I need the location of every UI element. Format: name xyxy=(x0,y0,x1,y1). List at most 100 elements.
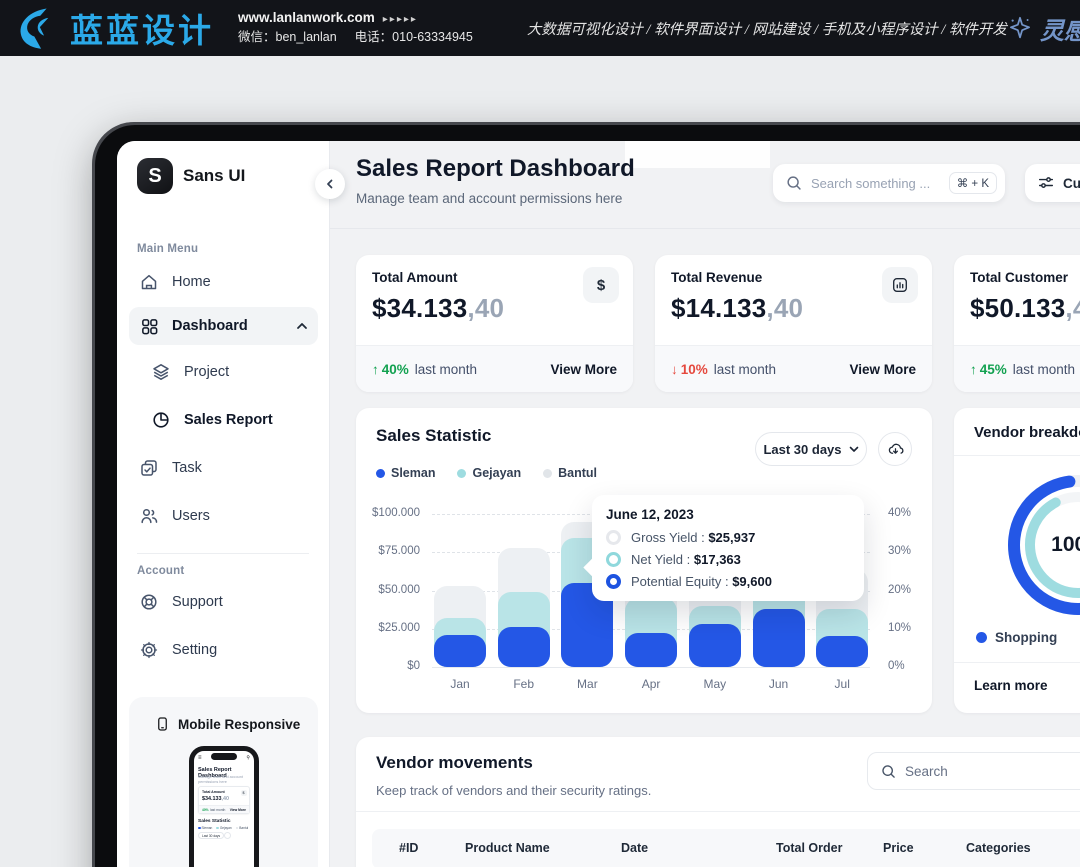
view-more-link[interactable]: View More xyxy=(849,361,916,377)
chevron-down-icon xyxy=(849,446,858,452)
chart-bar xyxy=(434,634,486,667)
column-header-product-name: Product Name xyxy=(465,841,550,855)
sidebar-item-dashboard[interactable]: Dashboard xyxy=(129,307,318,345)
app-brand: S Sans UI xyxy=(137,158,245,194)
sidebar-collapse-button[interactable] xyxy=(315,169,345,199)
customize-button[interactable]: Customize xyxy=(1025,164,1080,202)
phone-mockup: ≡ ⚲ Sales Report Dashboard Manage team an… xyxy=(189,746,259,867)
column-header-categories: Categories xyxy=(966,841,1031,855)
stat-label: Total Customer xyxy=(970,270,1069,285)
sidebar: S Sans UI Main Menu Home Dashboard Proje… xyxy=(117,141,330,867)
tooltip-date: June 12, 2023 xyxy=(606,507,694,522)
table-search-input[interactable] xyxy=(905,763,1080,779)
phone-icon xyxy=(158,717,167,731)
donut-center-value: 100% xyxy=(1051,533,1080,556)
sidebar-item-label: Users xyxy=(172,508,210,524)
sidebar-item-users[interactable]: Users xyxy=(129,497,318,535)
page-title: Sales Report Dashboard xyxy=(356,155,635,182)
mini-stat-card: Total Amount $ $34.133,40 40% last month… xyxy=(198,786,250,814)
legend-dot xyxy=(376,468,385,478)
phone-notch xyxy=(211,753,237,760)
range-label: Last 30 days xyxy=(763,441,842,457)
x-axis-label: Jul xyxy=(834,677,850,691)
home-icon xyxy=(139,272,159,292)
y-axis-tick-right: 40% xyxy=(888,507,912,519)
chart-tooltip: June 12, 2023 Gross Yield : $25,937 Net … xyxy=(592,495,864,601)
y-axis-tick-right: 30% xyxy=(888,545,912,558)
mini-trend: 40% xyxy=(202,807,209,812)
legend-item-shopping: Shopping xyxy=(976,630,1057,645)
sidebar-item-label: Support xyxy=(172,594,223,610)
global-search[interactable]: ⌘ + K xyxy=(773,164,1005,202)
stat-label: Total Amount xyxy=(372,270,458,285)
pie-chart-icon xyxy=(151,410,171,430)
customize-label: Customize xyxy=(1063,175,1080,191)
stat-card-total-amount: Total Amount $ $34.133,40 ↑ 40% last mont… xyxy=(356,255,633,392)
download-chart-button[interactable] xyxy=(878,432,912,466)
chart-bar xyxy=(816,636,869,667)
divider xyxy=(954,455,1080,456)
date-range-dropdown[interactable]: Last 30 days xyxy=(755,432,867,466)
axis-baseline xyxy=(432,667,870,668)
legend-dot xyxy=(457,468,467,478)
arrows-decoration: ▸▸▸▸▸ xyxy=(382,14,418,26)
mini-range-pill: Last 30 days xyxy=(198,832,225,839)
sidebar-item-project[interactable]: Project xyxy=(129,353,318,391)
mini-download-button xyxy=(224,832,231,839)
y-axis-tick-left: $75.000 xyxy=(378,545,420,558)
bar-chart-icon xyxy=(882,267,918,303)
main-menu-label: Main Menu xyxy=(137,243,199,255)
layers-icon xyxy=(151,362,171,382)
legend-item-bantul[interactable]: Bantul xyxy=(543,466,597,480)
donut-chart xyxy=(998,465,1080,625)
sidebar-item-label: Sales Report xyxy=(184,412,273,428)
search-icon xyxy=(882,764,895,778)
sans-ui-logo-icon: S xyxy=(137,158,173,194)
mini-chart-legend: Sleman Gejayan Bantul xyxy=(198,826,248,830)
dashboard-grid-icon xyxy=(139,317,159,336)
collect-label: 灵感收集 xyxy=(1039,18,1080,45)
users-icon xyxy=(139,506,159,526)
legend-dot xyxy=(543,468,553,478)
header-divider xyxy=(330,228,1080,229)
x-axis-label: Jan xyxy=(450,677,470,691)
trend-badge: ↑ 40% xyxy=(372,361,409,377)
view-more-link[interactable]: View More xyxy=(550,361,617,377)
column-header-total-order: Total Order xyxy=(776,841,843,855)
learn-more-link[interactable]: Learn more xyxy=(974,678,1048,693)
stat-value: $50.133 xyxy=(970,293,1066,323)
sidebar-item-home[interactable]: Home xyxy=(129,263,318,301)
vendor-movements-subtitle: Keep track of vendors and their security… xyxy=(376,783,652,798)
chart-bar xyxy=(625,633,678,667)
sidebar-item-label: Project xyxy=(184,364,230,380)
sidebar-divider xyxy=(137,553,309,554)
sidebar-item-support[interactable]: Support xyxy=(129,583,318,621)
x-axis-label: Jun xyxy=(768,677,789,691)
divider xyxy=(356,811,1080,812)
breakdown-legend: Shopping xyxy=(976,630,1080,645)
legend-item-gejayan[interactable]: Gejayan xyxy=(457,466,521,480)
ghost-tab xyxy=(625,141,770,168)
y-axis-tick-left: $0 xyxy=(407,660,420,672)
table-search[interactable] xyxy=(867,752,1080,790)
chevron-up-icon[interactable] xyxy=(296,322,308,330)
lanlan-logo-icon xyxy=(16,6,62,50)
mini-page-title: Sales Report Dashboard xyxy=(198,767,232,779)
shortcut-badge: ⌘ + K xyxy=(948,172,997,194)
stat-card-total-customer: Total Customer $50.133,40 ↑45% last mont… xyxy=(954,255,1080,392)
legend-item-sleman[interactable]: Sleman xyxy=(376,466,435,480)
arrow-down-icon: ↓ xyxy=(671,361,678,377)
website-link[interactable]: www.lanlanwork.com xyxy=(238,10,375,26)
stat-value-decimal: ,40 xyxy=(766,293,804,323)
tooltip-row: Net Yield : $17,363 xyxy=(606,552,850,567)
search-input[interactable] xyxy=(811,175,941,191)
stat-value-decimal: ,40 xyxy=(467,293,505,323)
banner-contact: www.lanlanwork.com ▸▸▸▸▸ 微信：ben_lanlan 电话：… xyxy=(238,10,473,46)
sidebar-item-sales-report[interactable]: Sales Report xyxy=(129,401,318,439)
sidebar-item-setting[interactable]: Setting xyxy=(129,631,318,669)
tooltip-row: Potential Equity : $9,600 xyxy=(606,574,850,589)
sparkle-star-icon xyxy=(1009,16,1030,39)
inspiration-collect[interactable]: 灵感收集 xyxy=(1007,11,1080,46)
account-section-label: Account xyxy=(137,565,185,577)
sidebar-item-task[interactable]: Task xyxy=(129,449,318,487)
